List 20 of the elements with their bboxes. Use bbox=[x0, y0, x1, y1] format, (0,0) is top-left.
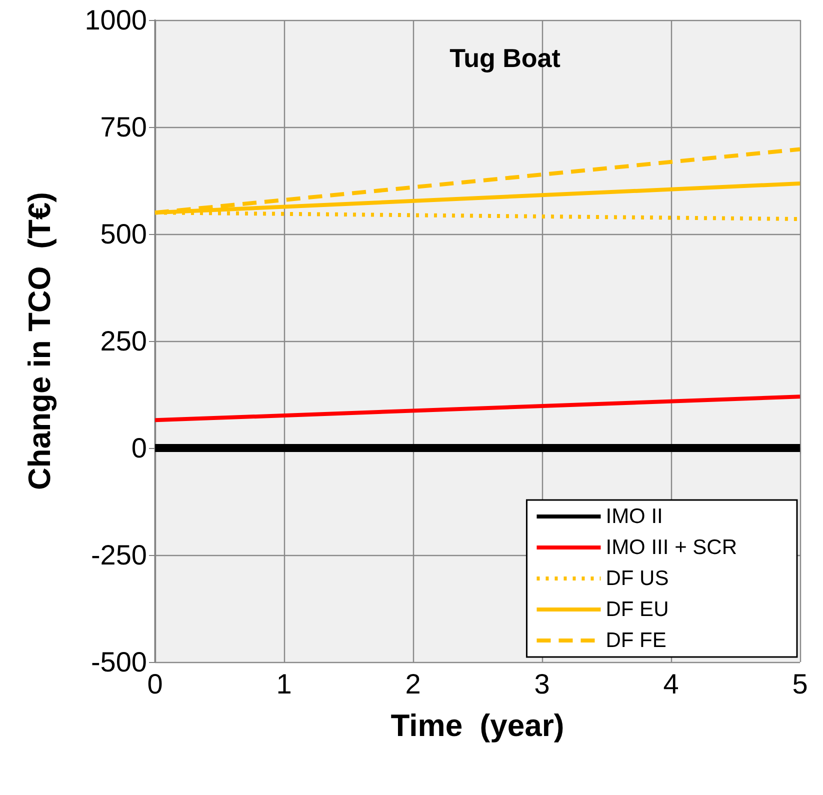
x-tick-label: 2 bbox=[405, 668, 421, 700]
x-tick-label: 1 bbox=[276, 668, 292, 700]
legend-label: DF US bbox=[606, 567, 669, 590]
y-tick-label: 250 bbox=[100, 326, 147, 356]
legend-label: DF EU bbox=[606, 598, 669, 621]
y-tick-label: -500 bbox=[90, 646, 147, 678]
y-tick-label: 750 bbox=[100, 112, 147, 142]
x-tick-label: 3 bbox=[534, 668, 550, 700]
y-tick-label: 1000 bbox=[84, 4, 147, 36]
legend-label: IMO II bbox=[606, 505, 663, 528]
x-tick-label: 5 bbox=[792, 668, 808, 700]
y-axis-title: Change in TCO (T€) bbox=[22, 192, 57, 490]
x-tick-label: 4 bbox=[663, 668, 679, 700]
y-tick-label: -250 bbox=[90, 540, 147, 570]
text: Tug Boat bbox=[450, 43, 561, 73]
y-tick-label: 500 bbox=[100, 218, 147, 250]
legend-label: DF FE bbox=[606, 629, 666, 652]
x-axis-title: Time (year) bbox=[390, 708, 564, 743]
y-tick-label: 0 bbox=[131, 432, 147, 464]
legend-label: IMO III + SCR bbox=[606, 536, 738, 559]
